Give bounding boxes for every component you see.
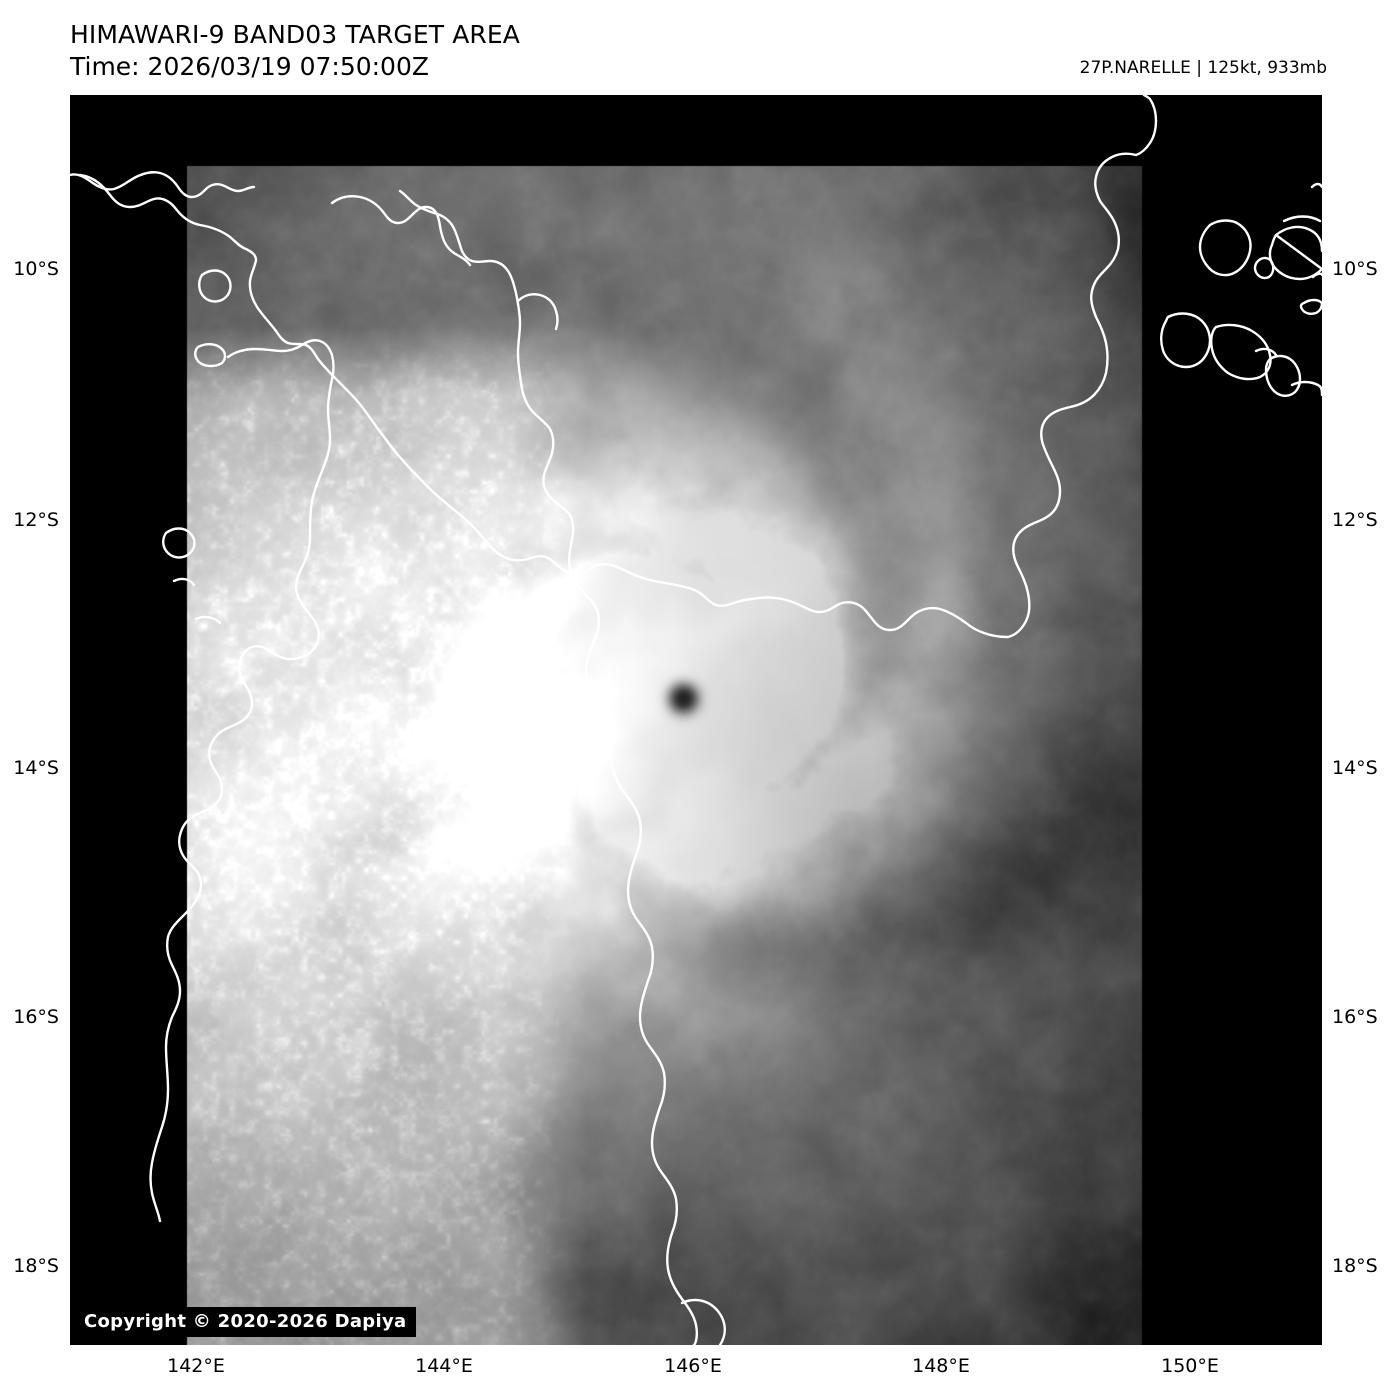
cape-york-tip bbox=[330, 195, 472, 267]
y-tick-label-left-10S: 10°S bbox=[13, 258, 59, 280]
y-tick-label-left-12S: 12°S bbox=[13, 509, 59, 531]
island-ne-6 bbox=[1299, 298, 1322, 315]
island-gulf-1 bbox=[162, 527, 196, 559]
y-tick-label-right-18S: 18°S bbox=[1332, 1255, 1378, 1277]
island-ne-1 bbox=[1198, 219, 1252, 277]
island-torres-5 bbox=[1290, 380, 1322, 397]
satellite-plot-area: Copyright © 2020-2026 Dapiya bbox=[70, 95, 1322, 1345]
y-tick-label-right-14S: 14°S bbox=[1332, 757, 1378, 779]
island-ne-corner bbox=[1310, 182, 1322, 189]
y-tick-label-right-10S: 10°S bbox=[1332, 258, 1378, 280]
island-nw-1 bbox=[198, 269, 232, 303]
x-tick-label-142E: 142°E bbox=[167, 1355, 225, 1377]
princess-charlotte-bay bbox=[460, 787, 530, 819]
island-nw-2 bbox=[194, 343, 227, 368]
x-tick-label-144E: 144°E bbox=[415, 1355, 473, 1377]
coastline-overlay bbox=[70, 95, 1322, 1345]
island-torres-3 bbox=[1254, 347, 1278, 357]
page-title: HIMAWARI-9 BAND03 TARGET AREA bbox=[70, 20, 520, 49]
png-gulf-coast bbox=[750, 596, 1010, 639]
cape-york-east-coast bbox=[398, 189, 699, 1345]
x-tick-label-146E: 146°E bbox=[664, 1355, 722, 1377]
y-tick-label-right-16S: 16°S bbox=[1332, 1006, 1378, 1028]
x-tick-label-148E: 148°E bbox=[912, 1355, 970, 1377]
island-ne-3 bbox=[1282, 215, 1322, 223]
island-torres-2 bbox=[1210, 323, 1272, 381]
y-tick-label-left-14S: 14°S bbox=[13, 757, 59, 779]
east-coast-notch bbox=[516, 293, 559, 331]
png-south-coast bbox=[78, 173, 754, 608]
y-tick-label-left-16S: 16°S bbox=[13, 1006, 59, 1028]
x-tick-label-150E: 150°E bbox=[1161, 1355, 1219, 1377]
y-tick-label-right-12S: 12°S bbox=[1332, 509, 1378, 531]
png-upper-coast bbox=[1134, 95, 1158, 157]
island-ne-4 bbox=[1268, 225, 1322, 281]
satellite-imagery-raster bbox=[70, 95, 1322, 1345]
south-coast-detail bbox=[680, 1298, 726, 1345]
copyright-notice: Copyright © 2020-2026 Dapiya bbox=[76, 1307, 417, 1337]
island-ne-5 bbox=[1311, 272, 1322, 279]
gulf-west-coast bbox=[149, 645, 272, 1223]
arnhem-north-coast bbox=[70, 171, 256, 199]
island-torres-1 bbox=[1160, 312, 1212, 369]
island-ne-2 bbox=[1253, 256, 1275, 280]
png-northeast-coast bbox=[1006, 152, 1138, 639]
timestamp-label: Time: 2026/03/19 07:50:00Z bbox=[70, 52, 429, 81]
island-torres-4 bbox=[1264, 354, 1302, 397]
cape-york-west-coast bbox=[226, 339, 335, 661]
island-gulf-2 bbox=[172, 577, 196, 587]
storm-info-label: 27P.NARELLE | 125kt, 933mb bbox=[1079, 58, 1327, 78]
island-gulf-3 bbox=[194, 615, 222, 625]
y-tick-label-left-18S: 18°S bbox=[13, 1255, 59, 1277]
